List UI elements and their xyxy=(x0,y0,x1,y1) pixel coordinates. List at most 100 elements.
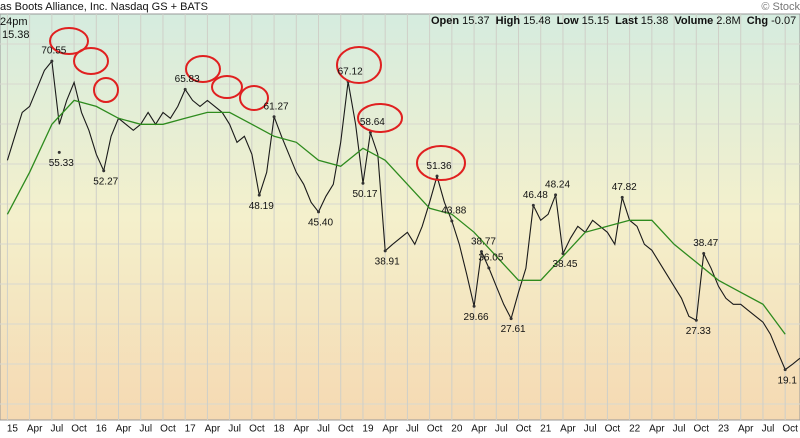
x-tick-label: Jul xyxy=(50,424,63,435)
highlight-circle xyxy=(211,75,243,99)
annotation-point xyxy=(450,219,454,223)
x-tick-label: Apr xyxy=(560,424,576,435)
annotation-label: 48.24 xyxy=(545,180,570,191)
annotation-label: 52.27 xyxy=(93,176,118,187)
annotation-point xyxy=(317,210,321,214)
annotation-label: 58.64 xyxy=(360,117,385,128)
annotation-label: 27.61 xyxy=(501,324,526,335)
x-tick-label: Jul xyxy=(406,424,419,435)
annotation-label: 61.27 xyxy=(264,101,289,112)
highlight-circle xyxy=(93,77,119,103)
annotation-point xyxy=(479,250,483,254)
quote-value: 15.48 xyxy=(523,15,551,27)
annotation-label: 19.1 xyxy=(777,375,797,386)
quote-label: Chg xyxy=(747,15,768,27)
annotation-label: 38.91 xyxy=(375,256,400,267)
annotation-label: 67.12 xyxy=(338,66,363,77)
x-tick-label: Apr xyxy=(205,424,221,435)
x-tick-label: Apr xyxy=(294,424,310,435)
quote-label: Low xyxy=(557,15,579,27)
annotation-label: 38.45 xyxy=(552,259,577,270)
annotation-label: 47.82 xyxy=(612,182,637,193)
annotation-label: 55.33 xyxy=(49,158,74,169)
annotation-label: 36.05 xyxy=(478,253,503,264)
time-label: 24pm xyxy=(0,16,28,28)
annotation-point xyxy=(472,304,476,308)
quote-value: 15.37 xyxy=(462,15,490,27)
quote-line: Open 15.37 High 15.48 Low 15.15 Last 15.38 Volum… xyxy=(431,15,796,27)
price-line xyxy=(6,59,800,371)
header-bar xyxy=(0,0,800,14)
x-tick-label: 16 xyxy=(96,424,108,435)
x-tick-label: Jul xyxy=(317,424,330,435)
annotation-point xyxy=(57,150,61,154)
x-tick-label: 21 xyxy=(540,424,552,435)
plot-area xyxy=(0,13,800,421)
annotation-point xyxy=(257,193,261,197)
x-tick-label: Jul xyxy=(495,424,508,435)
annotation-label: 50.17 xyxy=(352,189,377,200)
quote-value: 2.8M xyxy=(716,15,740,27)
x-tick-label: Oct xyxy=(605,424,621,435)
highlight-circles xyxy=(49,27,466,181)
annotation-point xyxy=(183,87,187,91)
annotation-label: 48.19 xyxy=(249,201,274,212)
x-tick-label: Jul xyxy=(228,424,241,435)
highlight-circle xyxy=(185,55,221,83)
annotation-point xyxy=(435,174,439,178)
annotation-point xyxy=(487,266,491,270)
credit: © Stock xyxy=(761,1,800,13)
annotation-point xyxy=(702,251,706,255)
price-line xyxy=(6,99,786,335)
x-tick-label: Oct xyxy=(160,424,176,435)
x-tick-label: 15 xyxy=(7,424,19,435)
x-tick-label: Jul xyxy=(673,424,686,435)
x-tick-label: Apr xyxy=(738,424,754,435)
x-tick-label: 23 xyxy=(718,424,730,435)
annotation-point xyxy=(531,203,535,207)
x-tick-label: Oct xyxy=(694,424,710,435)
annotation-label: 43.88 xyxy=(441,206,466,217)
annotation-point xyxy=(561,252,565,256)
annotation-point xyxy=(361,181,365,185)
annotation-label: 27.33 xyxy=(686,326,711,337)
highlight-circle xyxy=(336,46,382,84)
quote-label: Open xyxy=(431,15,459,27)
highlight-circle xyxy=(416,145,466,181)
annotation-point xyxy=(554,193,558,197)
x-tick-label: Oct xyxy=(516,424,532,435)
x-tick-label: Oct xyxy=(427,424,443,435)
quote-value: -0.07 xyxy=(771,15,796,27)
x-tick-label: Oct xyxy=(71,424,87,435)
x-tick-label: Apr xyxy=(116,424,132,435)
horizontal-grid xyxy=(0,14,800,420)
annotation-label: 38.77 xyxy=(471,236,496,247)
quote-label: Volume xyxy=(674,15,713,27)
x-tick-label: 20 xyxy=(451,424,463,435)
annotation-label: 70.55 xyxy=(41,46,66,57)
plot-layer xyxy=(6,59,800,372)
x-tick-label: Apr xyxy=(27,424,43,435)
quote-value: 15.15 xyxy=(582,15,610,27)
x-tick-label: Apr xyxy=(382,424,398,435)
quote-value: 15.38 xyxy=(641,15,669,27)
x-tick-label: Oct xyxy=(338,424,354,435)
annotation-label: 65.83 xyxy=(175,74,200,85)
quote-label: High xyxy=(496,15,521,27)
quote-label: Last xyxy=(615,15,638,27)
highlight-circle xyxy=(239,85,269,111)
annotation-point xyxy=(694,318,698,322)
annotation-point xyxy=(783,368,787,372)
chart-title: as Boots Alliance, Inc. Nasdaq GS + BATS xyxy=(0,1,208,13)
x-tick-label: Jul xyxy=(584,424,597,435)
x-tick-label: Jul xyxy=(762,424,775,435)
annotation-label: 46.48 xyxy=(523,190,548,201)
annotation-label: 29.66 xyxy=(464,312,489,323)
highlight-circle xyxy=(357,103,403,133)
annotation-label: 51.36 xyxy=(427,161,452,172)
x-tick-label: Apr xyxy=(649,424,665,435)
annotation-point xyxy=(509,317,513,321)
highlight-circle xyxy=(49,27,89,55)
